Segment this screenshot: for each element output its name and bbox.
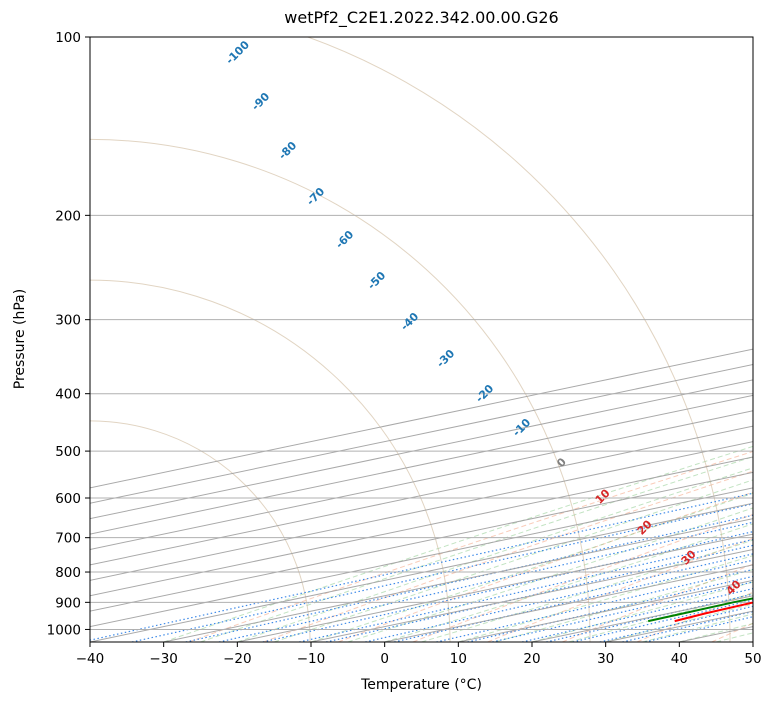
moist-adiabat-line (531, 581, 753, 642)
x-tick-label: −10 (297, 651, 326, 667)
isotherm-line (384, 564, 753, 642)
moist-adiabat-line (495, 569, 753, 642)
mixing-ratio-line (90, 492, 753, 641)
mixing-ratio-line (185, 514, 753, 642)
moist-adiabat-line (237, 467, 753, 642)
plot-frame (89, 36, 754, 643)
x-tick-label: −30 (149, 651, 178, 667)
mixing-ratio-line (599, 605, 753, 642)
isotherm-line (458, 579, 753, 642)
mixing-ratio-line (262, 531, 753, 642)
isotherm-line (90, 363, 753, 504)
mixing-ratio-line (436, 568, 753, 642)
isotherm-line (531, 595, 753, 642)
dry-adiabat-label: 20 (635, 517, 655, 537)
guide-arc (90, 279, 451, 642)
moist-adiabat-line (347, 507, 753, 642)
isotherm-line (90, 441, 753, 581)
dry-adiabat-line (263, 470, 753, 642)
x-tick-label: 10 (450, 651, 467, 667)
isotherm-line (237, 533, 753, 642)
dry-adiabat-label: -80 (276, 139, 299, 162)
y-tick-label: 200 (55, 208, 81, 224)
moist-adiabat-line (310, 492, 753, 642)
profile-lines (647, 597, 753, 623)
x-tick-label: 0 (380, 651, 389, 667)
dry-adiabat-line (487, 537, 753, 642)
x-axis: −40 −30 −20 −10 0 10 20 30 40 50 (76, 642, 762, 667)
mixing-ratio-line (521, 588, 753, 642)
isotherm-line (90, 379, 753, 520)
x-tick-label: −20 (223, 651, 252, 667)
mixing-ratio-line (325, 544, 753, 642)
y-tick-label: 700 (55, 531, 81, 547)
mixing-ratio-line (218, 521, 753, 642)
x-tick-label: 50 (744, 651, 761, 667)
guide-arc (90, 139, 591, 642)
isotherm-line (90, 348, 753, 489)
dry-adiabat-label: 40 (724, 577, 744, 597)
dry-adiabat-label: -50 (365, 269, 388, 292)
chart-title: wetPf2_C2E1.2022.342.00.00.G26 (284, 8, 559, 27)
dry-adiabat-label: -20 (473, 382, 496, 405)
x-tick-label: 40 (671, 651, 688, 667)
isotherm-line (90, 502, 753, 642)
isotherm-line (90, 410, 753, 551)
dry-adiabat-label: -90 (249, 90, 272, 113)
guide-arc (306, 37, 731, 642)
x-tick-label: 20 (523, 651, 540, 667)
y-tick-label: 100 (55, 30, 81, 46)
isotherm-line (90, 394, 753, 535)
grid-lines (90, 37, 753, 642)
y-axis-label: Pressure (hPa) (12, 288, 28, 390)
isotherm-line (752, 641, 753, 642)
y-axis: 100 200 300 400 500 600 700 800 900 1000 (47, 30, 90, 638)
dry-adiabat-label: -100 (223, 38, 252, 67)
dry-adiabat-line (636, 591, 753, 642)
y-tick-label: 800 (55, 565, 81, 581)
x-tick-label: 30 (597, 651, 614, 667)
dry-adiabat-label: -10 (510, 416, 533, 439)
isotherm-line (679, 626, 753, 642)
moist-adiabat-line (458, 555, 753, 642)
y-tick-label: 900 (55, 595, 81, 611)
moist-adiabat-line (163, 445, 753, 642)
isotherm-line (90, 456, 753, 597)
x-tick-label: −40 (76, 651, 105, 667)
dry-adiabat-label: -30 (434, 347, 457, 370)
temperature-profile (674, 601, 753, 623)
dry-adiabat-label: -40 (398, 310, 421, 333)
y-tick-label: 1000 (47, 622, 81, 638)
mixing-ratio-line (299, 538, 753, 642)
dry-adiabat-line (412, 513, 753, 642)
dewpoint-profile (647, 597, 753, 623)
dry-adiabat-label: -60 (333, 228, 356, 251)
y-tick-label: 600 (55, 491, 81, 507)
mixing-ratio-line (492, 581, 753, 642)
isotherm-line (163, 518, 753, 642)
isotherm-line (90, 471, 753, 612)
x-axis-label: Temperature (°C) (361, 677, 482, 693)
dry-adiabat-line (188, 450, 753, 642)
dry-adiabat-line (338, 491, 753, 642)
dry-adiabat-label: -70 (304, 185, 327, 208)
mixing-ratio-line (572, 599, 753, 642)
y-tick-label: 400 (55, 387, 81, 403)
y-tick-label: 500 (55, 444, 81, 460)
guide-arc (90, 420, 311, 642)
isotherm-line (90, 425, 753, 566)
isotherm-line (310, 548, 753, 642)
moist-adiabat-line (642, 613, 753, 642)
y-tick-label: 300 (55, 313, 81, 329)
isotherm-line (90, 487, 753, 628)
